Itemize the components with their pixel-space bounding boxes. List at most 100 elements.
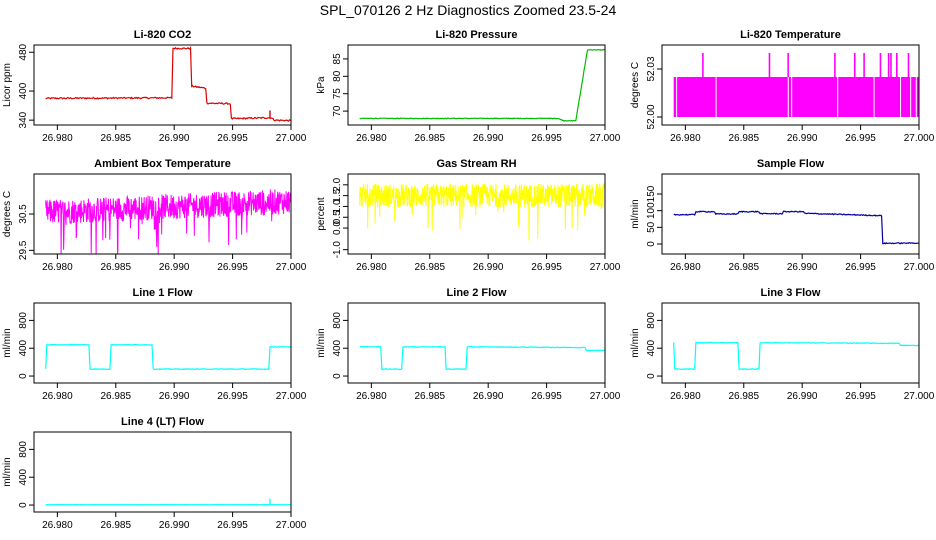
panel-title: Gas Stream RH — [436, 158, 516, 170]
series-line-1 — [359, 48, 605, 122]
x-tick-label: 26.990 — [787, 133, 818, 144]
panel-title: Sample Flow — [757, 158, 825, 170]
y-axis-label: percent — [316, 197, 327, 231]
x-tick-label: 26.985 — [728, 391, 759, 402]
x-tick-label: 26.990 — [787, 262, 818, 273]
y-tick-label: 800 — [18, 441, 29, 458]
x-tick-label: 26.990 — [787, 391, 818, 402]
y-axis-label: Licor ppm — [2, 63, 13, 107]
y-axis-label: degrees C — [2, 191, 13, 237]
panel-10: Line 4 (LT) Flow ml/min 26.980 26.985 26.990… — [2, 416, 307, 531]
panel-title: Line 1 Flow — [133, 287, 193, 299]
y-tick-label: 400 — [332, 339, 343, 356]
x-tick-label: 26.980 — [670, 262, 701, 273]
x-tick-label: 26.985 — [728, 133, 759, 144]
plot-area — [45, 498, 291, 506]
x-tick-label: 26.985 — [100, 520, 131, 531]
series-line-1 — [45, 343, 291, 371]
y-axis-label: ml/min — [316, 328, 327, 357]
y-tick-label: 75 — [332, 88, 343, 100]
x-tick-label: 26.995 — [217, 520, 248, 531]
x-tick-label: 26.980 — [42, 133, 73, 144]
panel-3: Li-820 Temperature degrees C 26.980 26.985 2… — [630, 29, 935, 144]
series-line-1 — [673, 210, 919, 245]
series-line-1 — [45, 189, 291, 254]
plot-frame — [347, 173, 606, 255]
plot-area — [359, 182, 605, 241]
value-band — [673, 77, 919, 117]
y-tick-label: 800 — [18, 312, 29, 329]
x-tick-label: 27.000 — [276, 391, 307, 402]
plot-area — [45, 45, 291, 123]
x-tick-label: 26.995 — [845, 391, 876, 402]
plot-frame — [347, 302, 606, 384]
x-tick-label: 27.000 — [590, 133, 621, 144]
y-tick-label: 80 — [332, 70, 343, 82]
x-tick-label: 27.000 — [904, 262, 935, 273]
x-tick-label: 26.985 — [100, 262, 131, 273]
y-tick-label: 29.5 — [18, 240, 29, 260]
plot-area — [359, 48, 605, 122]
panel-7: Line 1 Flow ml/min 26.980 26.985 26.990 26.99… — [2, 287, 307, 402]
panel-title: Line 2 Flow — [447, 287, 507, 299]
x-tick-label: 26.990 — [159, 391, 190, 402]
y-tick-label: 150 — [646, 185, 657, 202]
y-tick-label: 0.0 — [332, 221, 343, 235]
panel-title: Line 4 (LT) Flow — [121, 416, 204, 428]
y-tick-label: 1.0 — [332, 199, 343, 213]
plot-frame — [33, 44, 292, 126]
y-tick-label: 400 — [646, 339, 657, 356]
x-tick-label: 26.985 — [414, 133, 445, 144]
x-tick-label: 26.990 — [473, 262, 504, 273]
x-tick-label: 27.000 — [276, 520, 307, 531]
plot-area — [673, 341, 919, 371]
series-line-1 — [359, 182, 605, 241]
x-tick-label: 26.985 — [100, 391, 131, 402]
y-axis-label: ml/min — [630, 199, 641, 228]
panel-4: Ambient Box Temperature degrees C 26.980 26… — [2, 158, 307, 273]
plot-area — [45, 343, 291, 371]
x-tick-label: 26.985 — [100, 133, 131, 144]
x-tick-label: 26.980 — [356, 262, 387, 273]
panel-5: Gas Stream RH percent 26.980 26.985 26.990 26… — [316, 158, 621, 273]
plot-area — [673, 53, 919, 117]
y-tick-label: 0 — [18, 373, 29, 379]
x-tick-label: 26.980 — [670, 133, 701, 144]
x-tick-label: 26.985 — [414, 391, 445, 402]
panel-title: Li-820 CO2 — [134, 29, 191, 41]
x-tick-label: 26.980 — [42, 391, 73, 402]
x-tick-label: 26.995 — [531, 133, 562, 144]
x-tick-label: 26.995 — [217, 391, 248, 402]
x-tick-label: 27.000 — [904, 391, 935, 402]
plot-frame — [661, 44, 920, 126]
x-tick-label: 26.995 — [845, 133, 876, 144]
plot-frame — [33, 302, 292, 384]
panel-title: Li-820 Pressure — [436, 29, 518, 41]
series-line-1 — [359, 345, 605, 371]
x-tick-label: 26.980 — [42, 520, 73, 531]
y-axis-label: ml/min — [630, 328, 641, 357]
y-tick-label: 400 — [18, 82, 29, 99]
y-tick-label: 85 — [332, 53, 343, 65]
series-line-1 — [45, 45, 291, 123]
panel-8: Line 2 Flow ml/min 26.980 26.985 26.990 26.99… — [316, 287, 621, 402]
y-tick-label: 0 — [18, 502, 29, 508]
y-tick-label: 0 — [332, 373, 343, 379]
y-tick-label: 480 — [18, 43, 29, 60]
y-tick-label: 0.5 — [332, 210, 343, 224]
y-tick-label: 800 — [646, 312, 657, 329]
y-axis-label: ml/min — [2, 328, 13, 357]
x-tick-label: 26.990 — [159, 133, 190, 144]
x-tick-label: 27.000 — [590, 262, 621, 273]
x-tick-label: 26.995 — [531, 391, 562, 402]
x-tick-label: 26.995 — [217, 133, 248, 144]
plot-area — [359, 345, 605, 371]
x-tick-label: 27.000 — [590, 391, 621, 402]
y-axis-label: ml/min — [2, 457, 13, 486]
y-tick-label: 30.5 — [18, 204, 29, 224]
y-tick-label: 0 — [646, 373, 657, 379]
plot-frame — [347, 44, 606, 126]
panel-title: Li-820 Temperature — [740, 29, 841, 41]
y-tick-label: 0 — [646, 241, 657, 247]
series-line-1 — [673, 341, 919, 371]
